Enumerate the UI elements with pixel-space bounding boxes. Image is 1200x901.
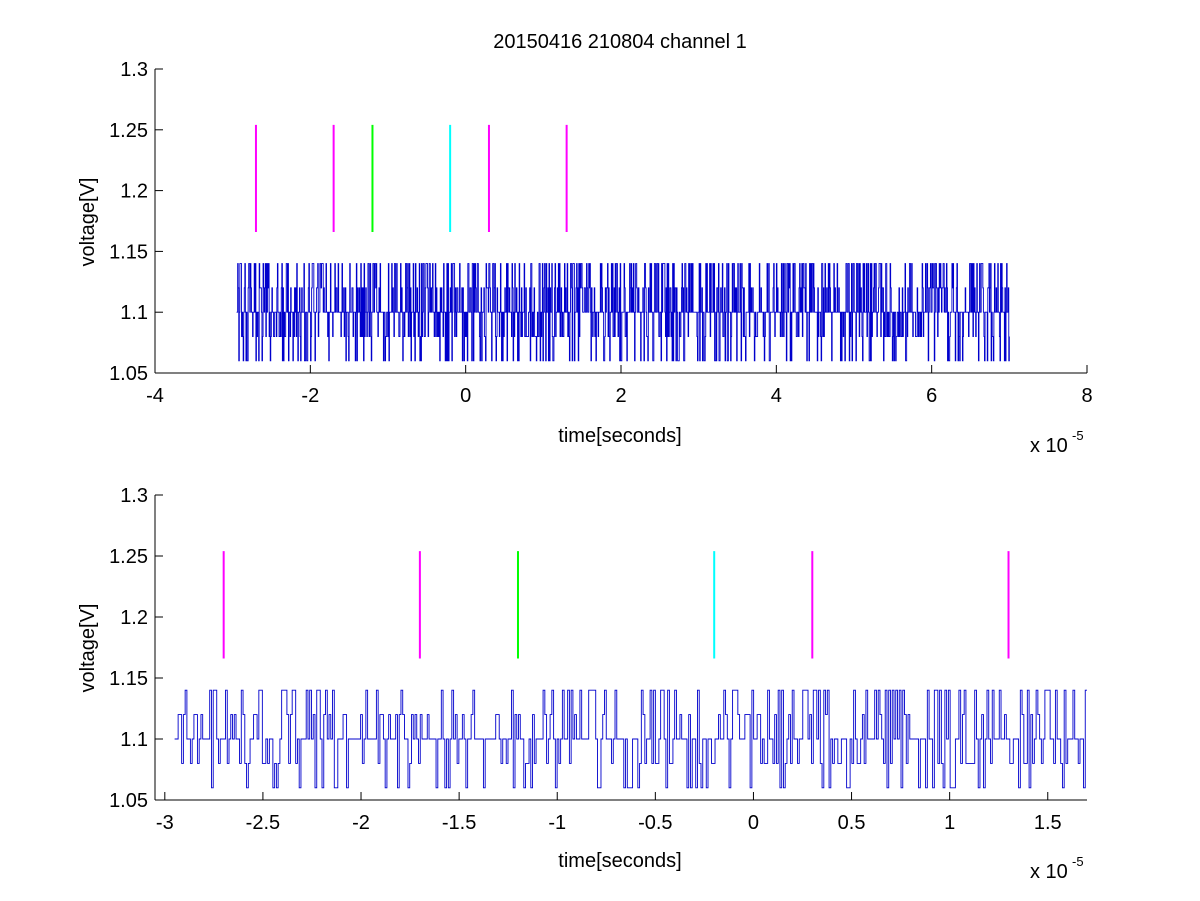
y-axis-label-top: voltage[V] [77, 178, 99, 267]
y-tick-label: 1.3 [120, 485, 148, 507]
y-tick-label: 1.2 [120, 607, 148, 629]
y-tick-label: 1.3 [120, 59, 148, 81]
x-exponent-power-bottom: -5 [1072, 854, 1084, 869]
x-tick-label: 1.5 [1034, 812, 1062, 834]
x-tick-label: -2 [352, 812, 370, 834]
x-tick-label: 8 [1081, 385, 1092, 407]
y-tick-label: 1.15 [109, 668, 148, 690]
x-tick-label: 2 [615, 385, 626, 407]
x-exponent-top: x 10 [1030, 435, 1068, 457]
y-tick-label: 1.2 [120, 181, 148, 203]
x-tick-label: 6 [926, 385, 937, 407]
x-tick-label: 0 [460, 385, 471, 407]
x-axis-label-bottom: time[seconds] [558, 850, 681, 872]
axes-top: -4 -2 0 2 4 6 8 1.05 1.1 1.15 1.2 1.25 1.3 [109, 59, 1093, 407]
x-tick-label: 4 [771, 385, 782, 407]
y-tick-label: 1.1 [120, 729, 148, 751]
signal-trace-bottom [174, 689, 1087, 789]
x-exponent-bottom: x 10 [1030, 861, 1068, 883]
y-axis-label-bottom: voltage[V] [77, 604, 99, 693]
event-markers-bottom [222, 551, 1010, 659]
event-markers-top [254, 124, 568, 232]
signal-trace-top [236, 263, 1010, 362]
y-tick-label: 1.25 [109, 120, 148, 142]
y-tick-label: 1.25 [109, 546, 148, 568]
y-tick-label: 1.05 [109, 790, 148, 812]
chart-title: 20150416 210804 channel 1 [493, 31, 747, 53]
x-tick-label: 1 [944, 812, 955, 834]
x-exponent-power-top: -5 [1072, 428, 1084, 443]
x-tick-label: -3 [156, 812, 174, 834]
y-tick-label: 1.1 [120, 302, 148, 324]
x-tick-label: -1.5 [442, 812, 476, 834]
axes-bottom: -3 -2.5 -2 -1.5 -1 -0.5 0 0.5 1 1.5 1.05 1.1 1.15 1.2… [109, 485, 1087, 834]
plot-top: -4 -2 0 2 4 6 8 1.05 1.1 1.15 1.2 1.25 1.3 time[seco… [77, 59, 1093, 457]
x-axis-label-top: time[seconds] [558, 425, 681, 447]
x-tick-label: 0.5 [838, 812, 866, 834]
plot-bottom: -3 -2.5 -2 -1.5 -1 -0.5 0 0.5 1 1.5 1.05 1.1 1.15 1.2… [77, 485, 1087, 883]
x-tick-label: -2.5 [246, 812, 280, 834]
x-tick-label: 0 [748, 812, 759, 834]
x-tick-label: -2 [301, 385, 319, 407]
y-tick-label: 1.05 [109, 363, 148, 385]
x-tick-label: -1 [548, 812, 566, 834]
x-tick-label: -4 [146, 385, 164, 407]
x-tick-label: -0.5 [638, 812, 672, 834]
signal-line [174, 689, 1087, 789]
signal-line [236, 263, 1010, 362]
y-tick-label: 1.15 [109, 241, 148, 263]
